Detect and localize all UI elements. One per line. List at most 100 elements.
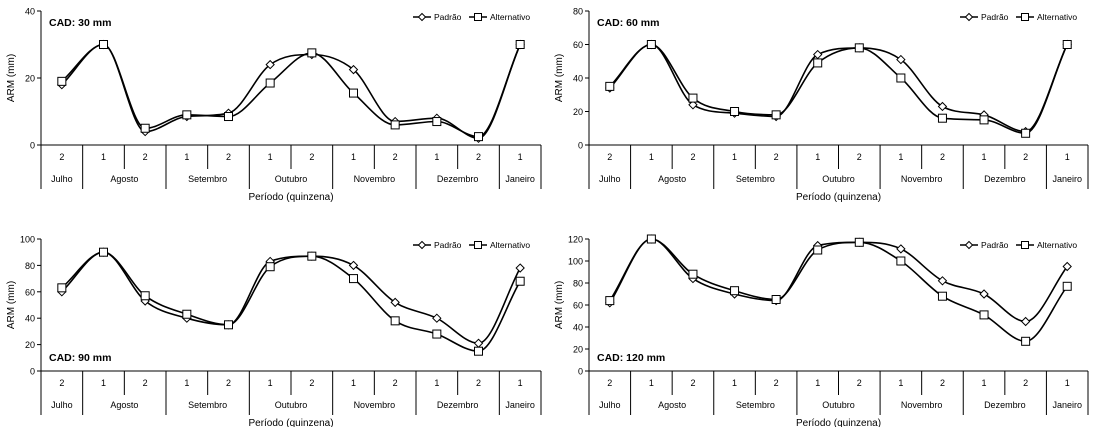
x-tick-label-quinzena: 1 xyxy=(649,378,654,388)
y-tick-label: 60 xyxy=(25,287,35,297)
chart-title: CAD: 90 mm xyxy=(49,352,111,364)
data-point-alternativo xyxy=(979,115,989,125)
data-point-alternativo xyxy=(432,329,442,339)
y-tick-label: 40 xyxy=(573,74,583,84)
data-point-alternativo xyxy=(937,113,947,123)
series-line-alternativo xyxy=(61,251,521,353)
y-tick-label: 0 xyxy=(578,367,583,377)
legend-marker-padrao xyxy=(417,240,427,250)
data-point-alternativo xyxy=(896,73,906,83)
data-point-alternativo xyxy=(99,247,108,257)
x-month-label: Julho xyxy=(51,174,73,184)
x-tick-label-quinzena: 2 xyxy=(1023,378,1028,388)
chart-title: CAD: 60 mm xyxy=(597,17,659,29)
data-point-alternativo xyxy=(182,309,192,319)
y-tick-label: 20 xyxy=(573,107,583,117)
x-month-label: Dezembro xyxy=(437,400,479,410)
x-axis-title: Período (quinzena) xyxy=(248,192,333,203)
x-month-label: Julho xyxy=(599,400,621,410)
data-point-alternativo xyxy=(730,286,740,296)
x-month-label: Janeiro xyxy=(505,400,535,410)
data-point-alternativo xyxy=(99,40,108,49)
x-tick-label-quinzena: 2 xyxy=(59,152,64,162)
x-tick-label-quinzena: 1 xyxy=(101,152,106,162)
y-tick-label: 20 xyxy=(25,74,35,84)
data-point-padrao xyxy=(1020,316,1031,327)
data-point-alternativo xyxy=(349,274,358,284)
data-point-alternativo xyxy=(307,251,317,261)
x-tick-label-quinzena: 1 xyxy=(101,378,106,388)
x-month-label: Novembro xyxy=(901,400,943,410)
x-tick-label-quinzena: 1 xyxy=(815,378,820,388)
x-axis-title: Período (quinzena) xyxy=(796,418,881,427)
data-point-alternativo xyxy=(813,245,823,255)
x-tick-label-quinzena: 2 xyxy=(393,152,398,162)
data-point-alternativo xyxy=(182,110,192,120)
x-tick-label-quinzena: 2 xyxy=(476,152,481,162)
chart-panel-1: 0 20 40 ARM (mm) 2 1 2 1 2 1 2 1 2 1 2 1 Julho Agosto Sete… xyxy=(6,7,542,203)
y-axis-title: ARM (mm) xyxy=(6,54,17,102)
x-tick-label-quinzena: 1 xyxy=(268,152,273,162)
x-tick-label-quinzena: 1 xyxy=(518,152,523,162)
x-tick-label-quinzena: 1 xyxy=(518,378,523,388)
data-point-alternativo xyxy=(1062,40,1072,49)
y-tick-label: 40 xyxy=(25,314,35,324)
x-tick-label-quinzena: 1 xyxy=(268,378,273,388)
x-month-label: Setembro xyxy=(736,400,775,410)
data-point-padrao xyxy=(348,260,359,271)
y-tick-label: 0 xyxy=(578,141,583,151)
y-tick-label: 80 xyxy=(573,7,583,17)
data-point-padrao xyxy=(896,244,906,254)
chart-panel-2: 0 20 40 60 80 ARM (mm) 2 1 2 1 2 1 2 1 2 1 2 1 Julho Agosto… xyxy=(554,7,1089,203)
chart-title: CAD: 120 mm xyxy=(597,352,665,364)
data-point-alternativo xyxy=(474,132,483,142)
legend-label-alternativo: Alternativo xyxy=(1037,12,1077,22)
x-tick-label-quinzena: 2 xyxy=(690,152,695,162)
series-line-padrao xyxy=(609,43,1068,133)
series-line-padrao xyxy=(61,43,521,140)
legend-marker-padrao xyxy=(964,12,974,22)
legend-marker-padrao xyxy=(964,240,974,250)
data-point-alternativo xyxy=(57,76,67,86)
x-month-label: Dezembro xyxy=(984,400,1026,410)
y-tick-label: 60 xyxy=(573,301,583,311)
data-point-alternativo xyxy=(390,120,400,130)
data-point-alternativo xyxy=(1021,336,1031,346)
x-tick-label-quinzena: 2 xyxy=(1023,152,1028,162)
x-month-label: Julho xyxy=(599,174,621,184)
x-tick-label-quinzena: 2 xyxy=(393,378,398,388)
x-tick-label-quinzena: 1 xyxy=(1065,152,1070,162)
y-axis-title: ARM (mm) xyxy=(6,281,17,329)
data-point-alternativo xyxy=(854,43,864,53)
y-tick-label: 80 xyxy=(573,279,583,289)
data-point-alternativo xyxy=(688,269,698,279)
x-tick-label-quinzena: 1 xyxy=(184,378,189,388)
y-axis-title: ARM (mm) xyxy=(554,281,565,329)
data-point-alternativo xyxy=(854,237,864,247)
legend-label-alternativo: Alternativo xyxy=(490,240,530,250)
x-tick-label-quinzena: 1 xyxy=(434,152,439,162)
data-point-padrao xyxy=(432,313,442,323)
x-month-label: Outubro xyxy=(275,400,308,410)
x-month-label: Outubro xyxy=(822,174,855,184)
chart-panel-3: 0 20 40 60 80 100 ARM (mm) 2 1 2 1 2 1 2 1 2 1 2 1 Julho Ago… xyxy=(6,235,542,427)
x-tick-label-quinzena: 2 xyxy=(690,378,695,388)
x-tick-label-quinzena: 2 xyxy=(226,152,231,162)
x-month-label: Agosto xyxy=(658,400,686,410)
x-tick-label-quinzena: 1 xyxy=(434,378,439,388)
x-month-label: Novembro xyxy=(901,174,943,184)
x-month-label: Setembro xyxy=(188,400,227,410)
y-tick-label: 80 xyxy=(25,261,35,271)
legend-marker-alternativo xyxy=(1021,241,1029,249)
data-point-alternativo xyxy=(474,346,483,356)
y-tick-label: 100 xyxy=(568,257,583,267)
x-tick-label-quinzena: 2 xyxy=(940,378,945,388)
data-point-alternativo xyxy=(390,316,400,326)
data-point-padrao xyxy=(515,263,525,273)
x-tick-label-quinzena: 1 xyxy=(815,152,820,162)
x-month-label: Outubro xyxy=(275,174,308,184)
legend-label-padrao: Padrão xyxy=(434,240,462,250)
legend-label-padrao: Padrão xyxy=(981,240,1009,250)
y-tick-label: 100 xyxy=(20,235,35,245)
